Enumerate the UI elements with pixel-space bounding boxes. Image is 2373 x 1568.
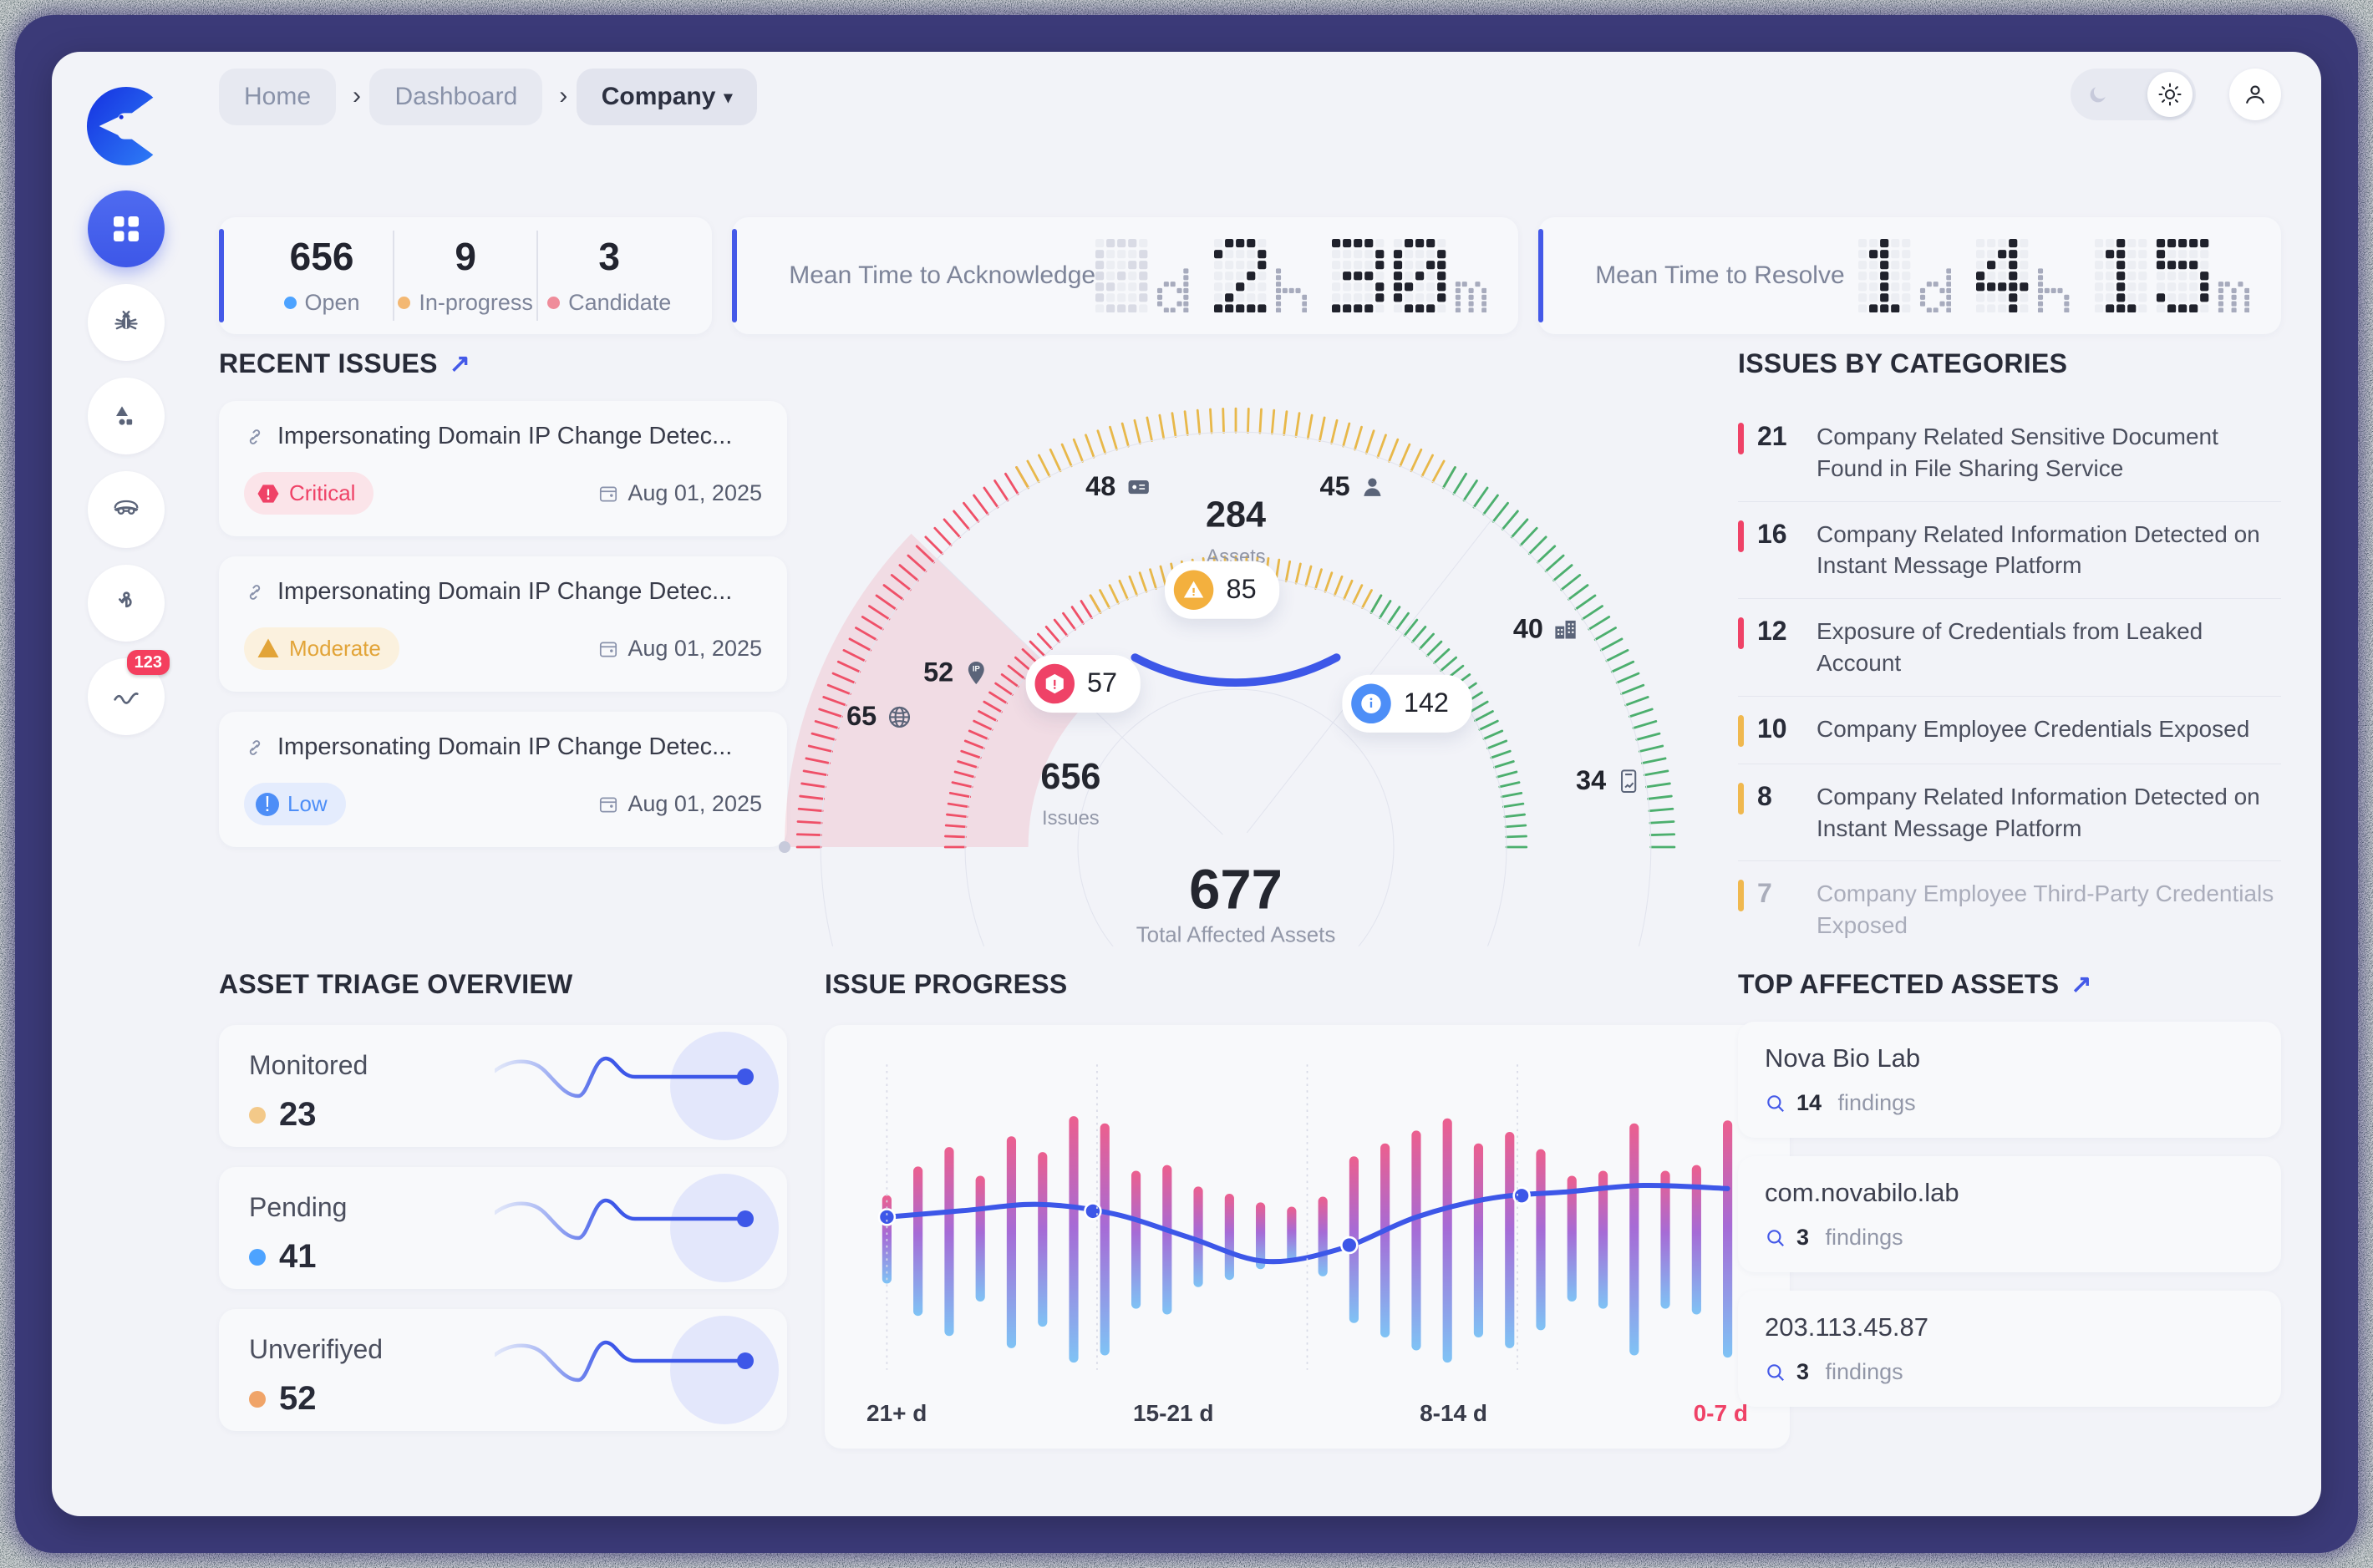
svg-text:Issues: Issues xyxy=(1042,807,1100,830)
svg-text:284: 284 xyxy=(1206,495,1266,535)
svg-text:IP: IP xyxy=(973,664,980,673)
svg-text:656: 656 xyxy=(1040,757,1100,797)
svg-text:677: 677 xyxy=(1189,858,1283,921)
svg-text:Total Affected Assets: Total Affected Assets xyxy=(1136,923,1336,946)
